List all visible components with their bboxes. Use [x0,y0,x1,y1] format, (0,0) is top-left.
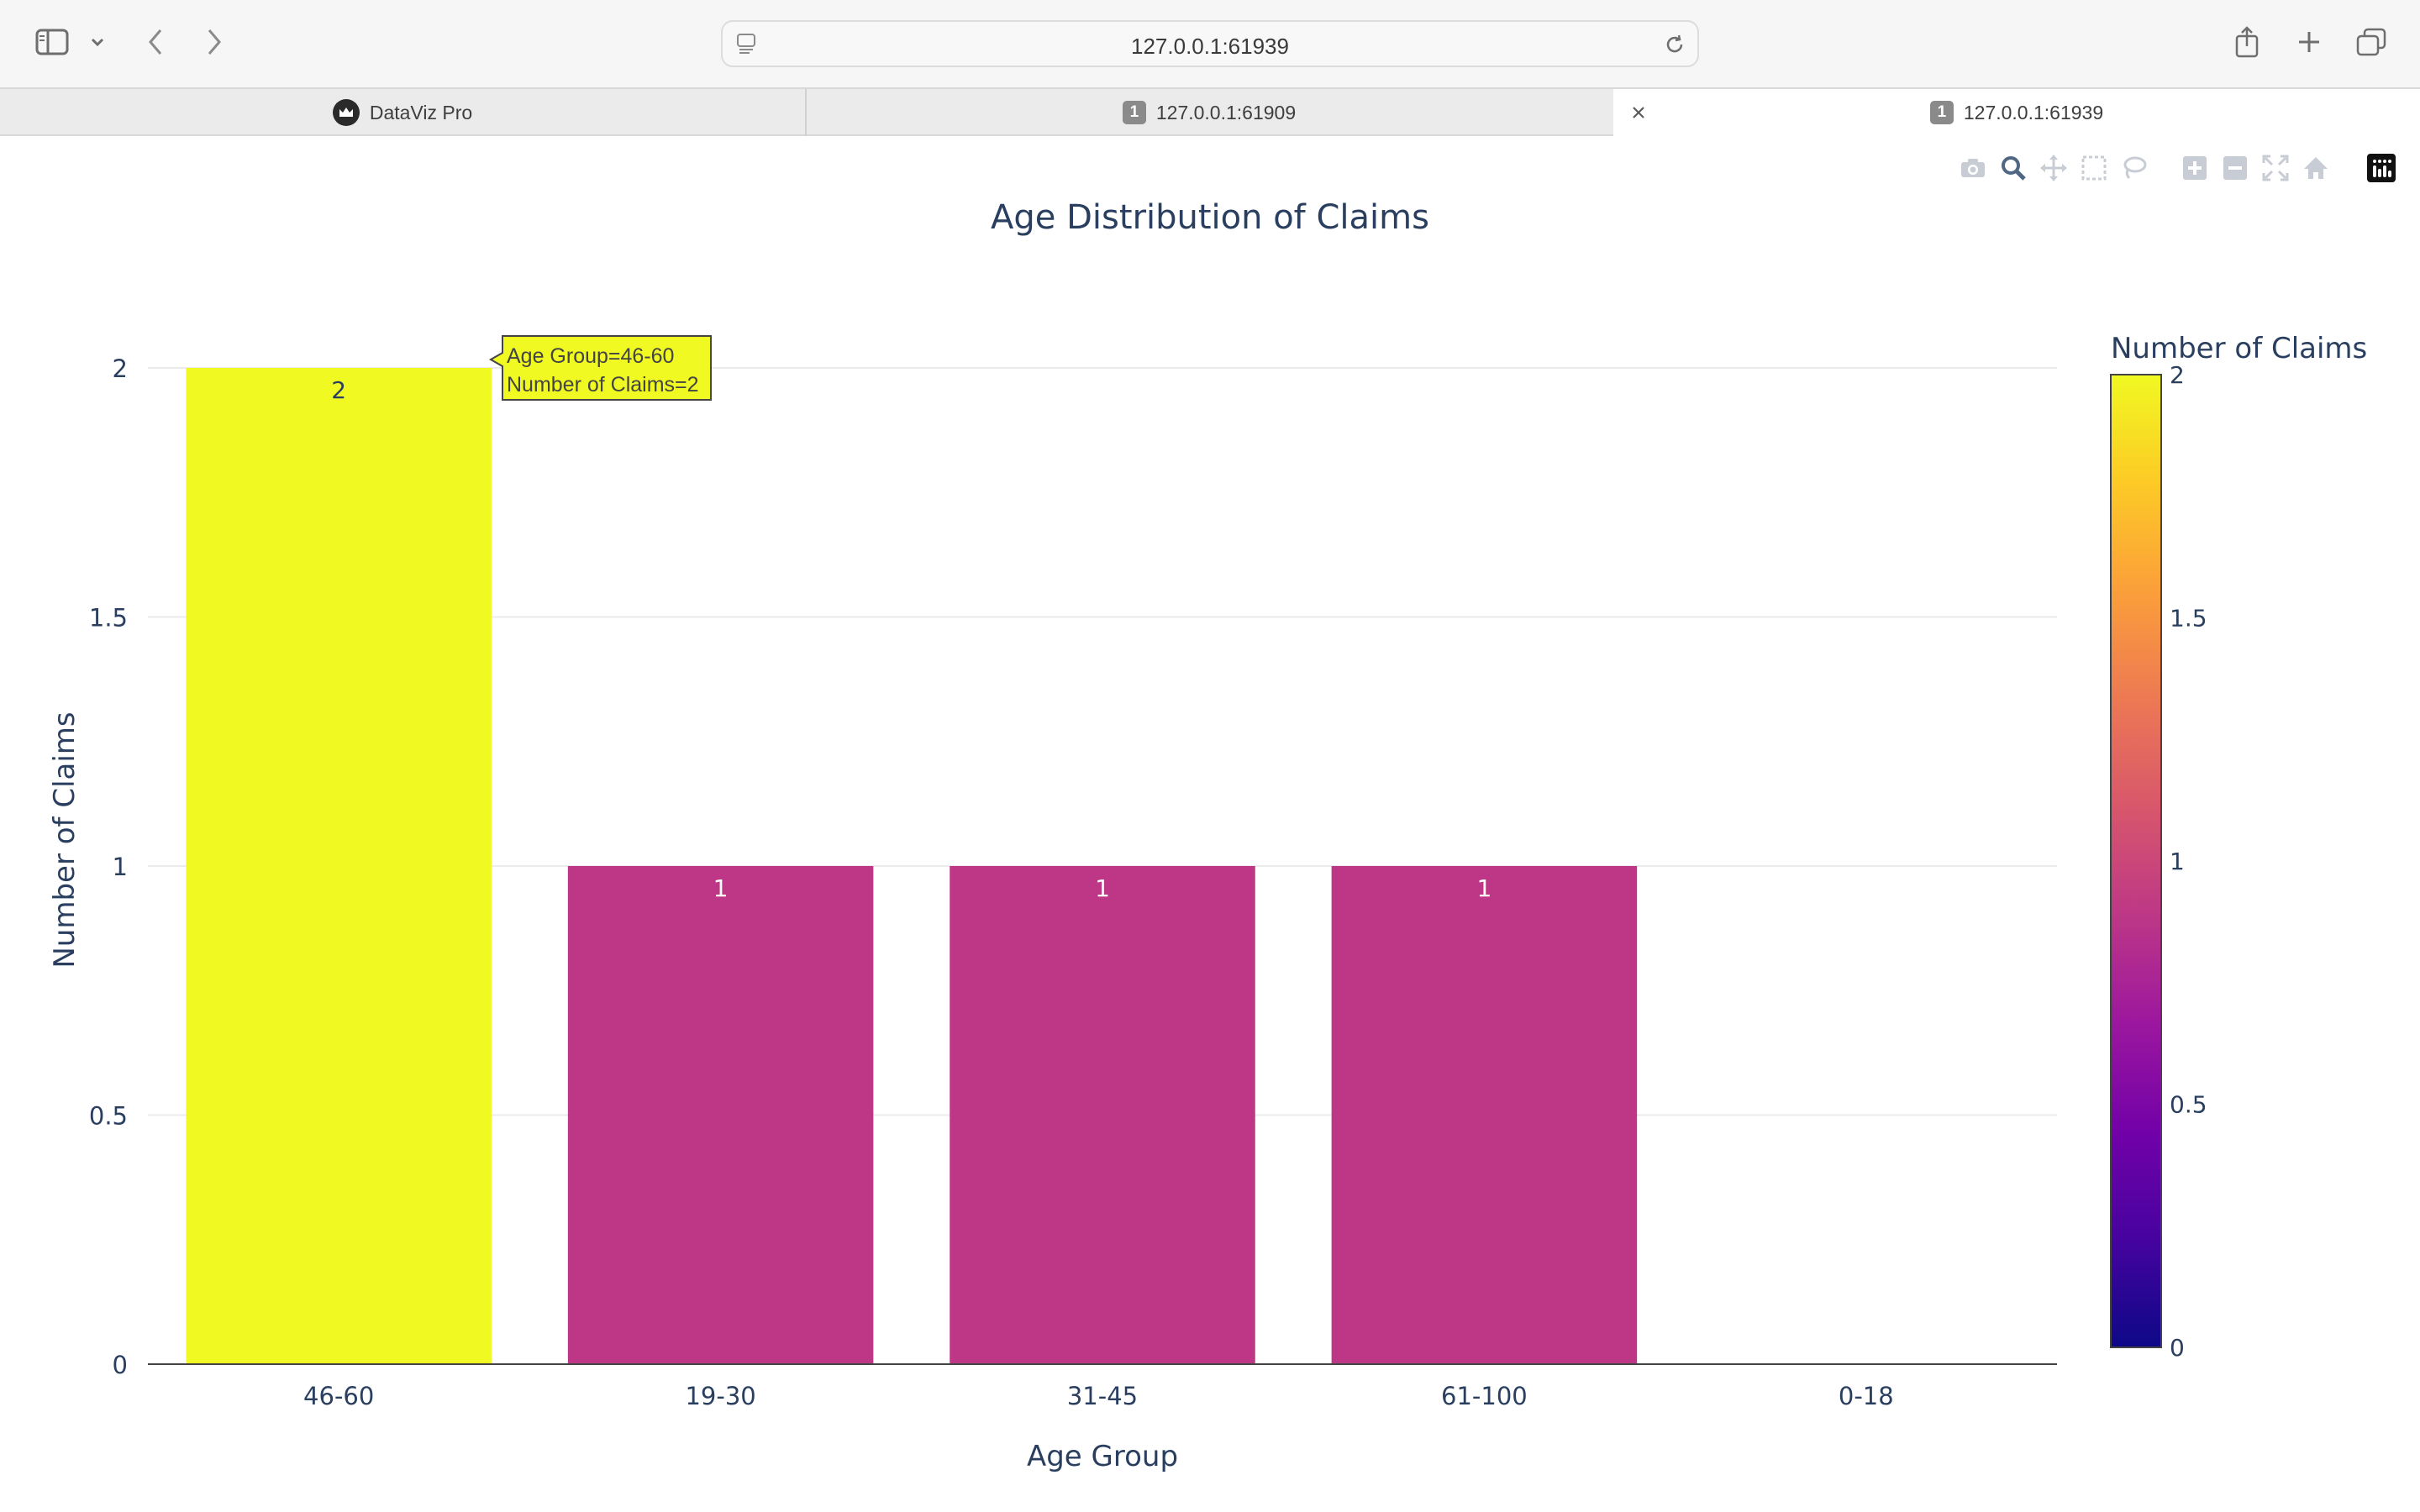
bar-data-label: 2 [331,376,346,404]
colorbar-title: Number of Claims [2111,332,2367,365]
lasso-icon[interactable] [2119,153,2149,183]
back-icon[interactable] [141,25,170,59]
y-axis-title: Number of Claims [48,711,82,968]
tab-dataviz-pro[interactable]: DataViz Pro [0,89,805,136]
tab-bar: DataViz Pro 1 127.0.0.1:61909 1 127.0.0.… [0,87,2420,136]
colorbar-gradient [2110,374,2162,1348]
bar-data-label: 1 [1476,874,1491,902]
tab-overview-icon[interactable] [2354,25,2388,59]
pan-icon[interactable] [2039,153,2069,183]
plotly-logo-icon[interactable] [2366,153,2396,183]
forward-icon[interactable] [200,25,229,59]
camera-icon[interactable] [1958,153,1988,183]
colorbar-tick-label: 2 [2170,361,2185,389]
colorbar-tick-label: 1.5 [2170,605,2207,633]
hover-tooltip: Age Group=46-60 Number of Claims=2 [488,335,712,401]
zoom-in-icon[interactable] [2180,153,2210,183]
tab-badge: 1 [1122,101,1146,124]
x-axis-title: Age Group [1027,1440,1178,1473]
tab-badge: 1 [1929,101,1954,124]
address-bar[interactable]: 127.0.0.1:61939 [721,20,1699,67]
colorbar-tick-label: 1 [2170,848,2185,875]
colorbar-tick-label: 0 [2170,1334,2185,1362]
y-tick-label: 1.5 [89,604,128,633]
hover-tooltip-box [488,335,712,401]
bar-data-label: 1 [713,874,729,902]
y-tick-label: 1 [113,853,128,881]
zoom-out-icon[interactable] [2220,153,2250,183]
crown-icon [332,99,360,126]
reload-icon[interactable] [1662,32,1687,57]
url-text: 127.0.0.1:61939 [1131,34,1289,59]
tab-label: 127.0.0.1:61939 [1963,101,2104,123]
colorbar-ticks: 0 0.5 1 1.5 2 [2170,361,2207,1362]
x-tick-label: 31-45 [1067,1382,1138,1410]
tab-label: DataViz Pro [369,101,473,123]
tab-label: 127.0.0.1:61909 [1155,101,1297,123]
colorbar-tick-label: 0.5 [2170,1091,2207,1119]
hover-line-1: Age Group=46-60 [507,344,674,368]
tab-61909[interactable]: 1 127.0.0.1:61909 [807,89,1612,136]
y-tick-label: 0 [113,1351,128,1379]
plotly-modebar [1958,153,2412,186]
bar-data-label: 1 [1095,874,1110,902]
hover-line-2: Number of Claims=2 [507,373,699,396]
bars: 2 1 1 1 [186,368,1638,1364]
tab-61939[interactable]: 1 127.0.0.1:61939 [1613,89,2420,136]
browser-toolbar: 127.0.0.1:61939 [0,0,2420,87]
autoscale-icon[interactable] [2260,153,2291,183]
tab-separator [805,89,807,136]
axes: 0 0.5 1 1.5 2 46-60 19-30 31-45 61-100 0-18 [89,354,2057,1410]
site-info-icon[interactable] [734,32,758,55]
y-tick-label: 2 [113,354,128,383]
x-tick-label: 46-60 [303,1382,374,1410]
chart-title: Age Distribution of Claims [991,198,1429,237]
x-tick-label: 0-18 [1839,1382,1894,1410]
zoom-icon[interactable] [1998,153,2028,183]
bar-19-30[interactable] [567,866,874,1364]
chevron-down-icon[interactable] [87,32,108,52]
x-tick-label: 61-100 [1441,1382,1528,1410]
x-tick-label: 19-30 [685,1382,755,1410]
share-icon[interactable] [2232,24,2262,60]
box-select-icon[interactable] [2079,153,2109,183]
new-tab-icon[interactable] [2294,25,2324,59]
home-icon[interactable] [2301,153,2331,183]
y-tick-label: 0.5 [89,1102,128,1131]
close-tab-icon[interactable] [1627,101,1650,124]
bar-46-60[interactable] [186,368,492,1364]
sidebar-toggle-icon[interactable] [32,25,72,59]
bar-31-45[interactable] [950,866,1255,1364]
bar-61-100[interactable] [1331,866,1638,1364]
